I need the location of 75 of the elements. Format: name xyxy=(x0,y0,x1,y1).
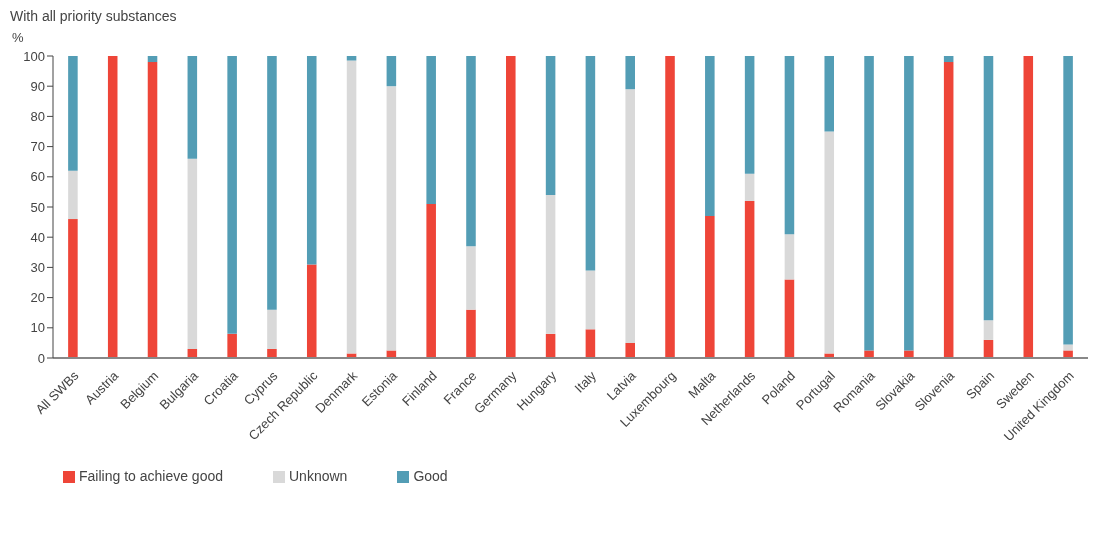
bar xyxy=(665,56,675,358)
bar xyxy=(744,200,755,358)
bar xyxy=(625,342,635,358)
bar xyxy=(545,333,556,358)
bar xyxy=(346,56,357,61)
bar xyxy=(426,56,436,204)
y-tick-label: 30 xyxy=(30,260,45,276)
bar xyxy=(227,56,237,334)
legend-label: Unknown xyxy=(289,468,348,484)
bar xyxy=(585,270,596,330)
bar xyxy=(545,194,556,334)
bar xyxy=(545,56,556,195)
bar xyxy=(147,62,158,358)
y-tick-label: 90 xyxy=(30,78,45,94)
bar xyxy=(68,219,78,358)
bar xyxy=(267,309,277,349)
bar xyxy=(1023,56,1034,358)
chart-title: With all priority substances xyxy=(10,8,178,26)
bar xyxy=(864,56,874,351)
bar xyxy=(904,350,914,358)
bar xyxy=(187,158,198,349)
bar xyxy=(784,56,795,235)
bar xyxy=(147,56,158,63)
bar xyxy=(466,56,476,247)
legend-label: Good xyxy=(413,468,448,484)
y-tick-label: 40 xyxy=(30,229,45,245)
bar xyxy=(824,131,835,354)
y-tick-label: 60 xyxy=(30,169,45,185)
bar xyxy=(506,56,516,358)
bar xyxy=(983,56,994,321)
bar xyxy=(68,56,78,171)
bar xyxy=(864,350,874,358)
bar xyxy=(943,62,954,358)
bar xyxy=(1063,56,1073,345)
legend-label: Failing to achieve good xyxy=(79,468,223,484)
bar xyxy=(426,203,436,358)
bar xyxy=(68,170,78,220)
bar xyxy=(943,56,954,63)
bar xyxy=(625,56,635,90)
bar xyxy=(267,348,277,358)
bar xyxy=(386,86,397,351)
bar xyxy=(1063,344,1073,351)
bar xyxy=(904,56,914,351)
bar xyxy=(705,56,715,217)
bar xyxy=(824,56,835,132)
x-tick-label: Italy xyxy=(571,367,600,396)
y-tick-label: 50 xyxy=(30,199,45,215)
bar xyxy=(1063,350,1073,358)
bar xyxy=(625,89,635,343)
y-tick-label: 80 xyxy=(30,109,45,125)
y-tick-label: 20 xyxy=(30,290,45,306)
bar xyxy=(744,56,755,174)
bar xyxy=(744,173,755,201)
bar xyxy=(187,56,198,159)
y-tick-label: 100 xyxy=(23,48,45,64)
bar xyxy=(386,56,397,87)
bar xyxy=(585,56,596,271)
bar xyxy=(227,333,237,358)
bar xyxy=(784,279,795,358)
y-tick-label: 0 xyxy=(37,350,45,366)
bar xyxy=(983,320,994,340)
bar xyxy=(306,264,317,358)
y-tick-label: 10 xyxy=(30,320,45,336)
bar xyxy=(306,56,317,265)
bar xyxy=(267,56,277,310)
bar xyxy=(824,353,835,358)
y-axis-title: % xyxy=(12,30,25,45)
bar xyxy=(466,246,476,310)
bar xyxy=(107,56,118,358)
bar xyxy=(466,309,476,358)
y-tick-label: 70 xyxy=(30,139,45,155)
bar xyxy=(705,216,715,358)
bar xyxy=(346,60,357,354)
bar xyxy=(585,329,596,358)
bar xyxy=(784,234,795,280)
